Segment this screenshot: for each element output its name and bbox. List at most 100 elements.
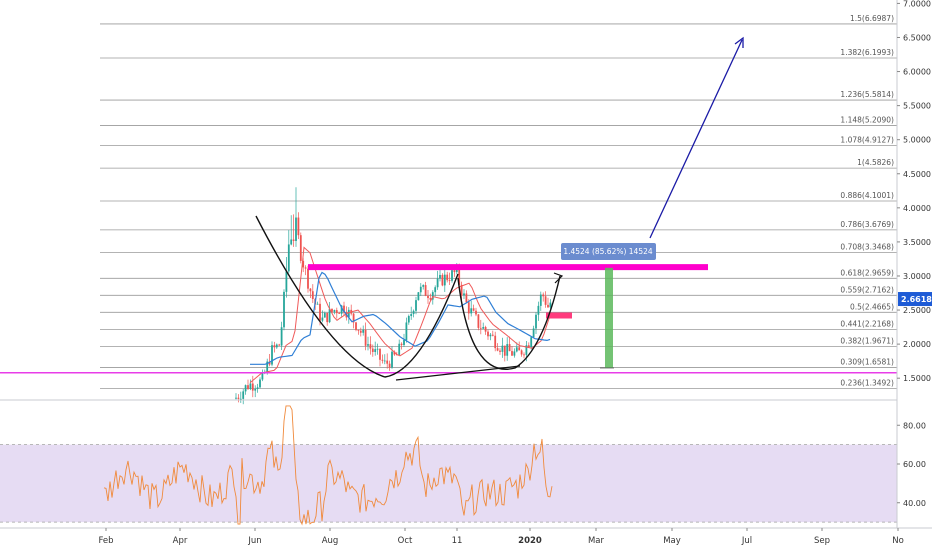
time-tick-label: Apr (173, 536, 188, 546)
candle-body (256, 387, 259, 389)
fib-level-label: 0.441(2.2168) (840, 319, 894, 328)
candle-body (436, 278, 439, 288)
fib-level-label: 0.236(1.3492) (840, 378, 894, 387)
time-tick-label: No (892, 536, 904, 546)
last-price-label: 2.6618 (901, 295, 932, 304)
ma-red-line (249, 246, 551, 384)
candle-body (513, 351, 516, 356)
candle-body (331, 308, 333, 312)
candle-body (453, 270, 456, 273)
candle-body (427, 295, 429, 299)
price-tick-label: 4.0000 (903, 204, 931, 213)
candle-body (249, 383, 252, 389)
candle-body (271, 345, 273, 365)
time-tick-label: Mar (588, 536, 605, 546)
candle-body (549, 302, 552, 308)
fib-level-label: 0.708(3.3468) (840, 242, 894, 251)
rsi-pane (0, 405, 897, 526)
candle-body (251, 383, 254, 391)
candle-body (410, 314, 413, 317)
candle-body (367, 344, 369, 346)
candle-body (379, 348, 381, 360)
candle-body (266, 361, 269, 373)
candle-body (340, 305, 343, 314)
candle-body (477, 314, 480, 328)
candle-body (487, 331, 489, 337)
candle-body (259, 379, 261, 388)
candle-body (333, 310, 336, 312)
candle-body (268, 361, 271, 365)
candle-body (463, 293, 465, 296)
candle-body (388, 363, 391, 368)
candle-body (239, 398, 242, 400)
candle-body (295, 217, 297, 241)
measure-tooltip-bg (561, 243, 656, 260)
candle-body (475, 310, 477, 315)
candle-body (391, 351, 393, 368)
price-tick-label: 1.5000 (903, 374, 931, 383)
candle-body (323, 312, 326, 318)
price-tick-label: 7.0000 (903, 0, 931, 8)
candle-body (451, 270, 453, 281)
candle-body (446, 274, 449, 281)
projection-arrow (649, 39, 743, 239)
fib-level-label: 0.618(2.9659) (840, 268, 894, 277)
price-tick-label: 5.0000 (903, 136, 931, 145)
candle-body (484, 327, 487, 332)
candle-body (369, 344, 372, 349)
candle-body (482, 327, 485, 329)
pink-marker (546, 312, 572, 319)
fib-level-label: 1(4.5826) (857, 158, 894, 167)
candle-body (496, 348, 499, 351)
candle-body (328, 308, 331, 323)
fib-level-label: 1.078(4.9127) (840, 136, 894, 145)
candle-body (511, 351, 513, 356)
candle-body (383, 360, 386, 362)
candle-body (292, 239, 295, 241)
candle-body (352, 313, 355, 323)
rsi-tick-label: 80.00 (903, 421, 926, 430)
fib-level-label: 1.148(5.2090) (840, 115, 894, 124)
cup-curve-left (255, 215, 459, 378)
candle-body (434, 287, 437, 293)
candle-body (254, 388, 257, 391)
candle-body (280, 327, 283, 346)
candle-body (530, 337, 533, 348)
candle-body (302, 260, 305, 268)
candle-body (443, 274, 446, 286)
candle-body (321, 317, 324, 321)
candle-body (489, 334, 492, 337)
rsi-band (0, 444, 897, 523)
candle-body (287, 244, 290, 272)
target-bar (605, 267, 613, 368)
candle-body (405, 322, 408, 340)
candle-body (429, 298, 432, 300)
candle-body (347, 309, 350, 318)
candle-body (278, 344, 281, 346)
candle-body (283, 291, 285, 328)
fib-level-label: 1.5(6.6987) (850, 14, 894, 23)
price-tick-label: 2.5000 (903, 306, 931, 315)
price-tick-label: 3.5000 (903, 238, 931, 247)
candle-body (494, 335, 497, 349)
candle-body (439, 274, 441, 279)
candle-body (359, 330, 362, 333)
candle-body (235, 397, 237, 399)
candle-body (357, 329, 360, 331)
candle-body (412, 310, 415, 315)
candle-body (448, 280, 451, 282)
candle-body (506, 344, 509, 356)
price-tick-label: 2.0000 (903, 340, 931, 349)
candle-body (290, 239, 293, 245)
candle-body (355, 322, 357, 330)
fib-level-label: 0.309(1.6581) (840, 357, 894, 366)
candle-body (304, 267, 307, 269)
time-tick-label: Jun (247, 536, 261, 546)
fib-level-label: 0.559(2.7162) (840, 285, 894, 294)
candle-body (275, 344, 278, 348)
candle-body (499, 350, 501, 352)
price-tick-label: 6.0000 (903, 68, 931, 77)
fib-level-label: 1.236(5.5814) (840, 90, 894, 99)
candle-body (441, 274, 444, 286)
